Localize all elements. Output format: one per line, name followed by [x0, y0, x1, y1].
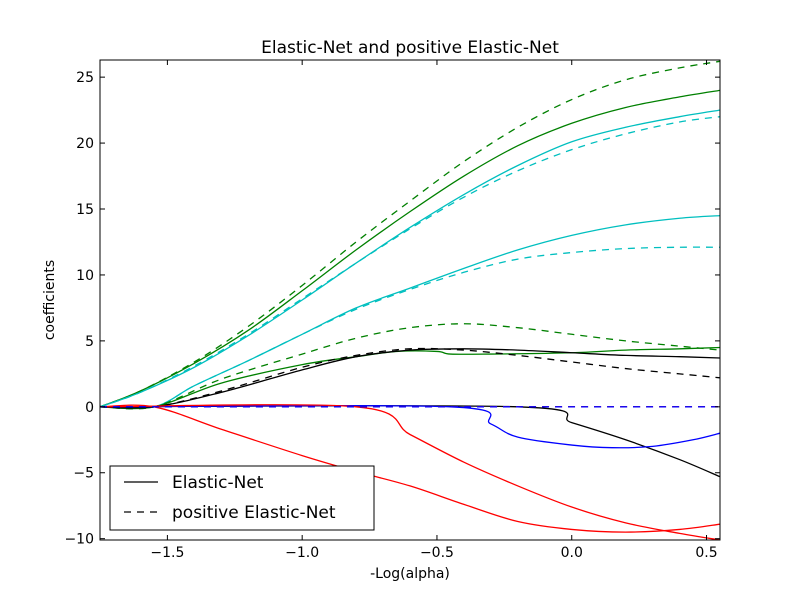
- x-axis-label: -Log(alpha): [370, 566, 450, 582]
- x-tick-label: 0.5: [695, 545, 717, 561]
- series-layer: [100, 60, 720, 540]
- y-tick-label: −10: [64, 532, 94, 548]
- legend-label-elastic-net: Elastic-Net: [172, 473, 264, 493]
- series-line-6: [100, 346, 720, 410]
- series-line-13: [100, 404, 720, 540]
- chart-title: Elastic-Net and positive Elastic-Net: [261, 38, 559, 58]
- x-tick-label: −1.0: [285, 545, 319, 561]
- y-tick-label: 0: [85, 400, 94, 416]
- series-line-1: [100, 60, 720, 408]
- series-line-4: [100, 214, 720, 410]
- y-tick-label: 15: [76, 202, 94, 218]
- plot-area: −1.5 −1.0 −0.5 0.0 0.5 −10 −5 0 5 10 15 20 25: [64, 59, 721, 561]
- legend-box: [109, 465, 375, 531]
- series-line-8: [100, 348, 720, 409]
- x-tick-label: −0.5: [420, 545, 454, 561]
- x-tick-label: −1.5: [150, 545, 184, 561]
- axes-frame: [99, 59, 721, 541]
- tick-layer: −1.5 −1.0 −0.5 0.0 0.5 −10 −5 0 5 10 15 20 25: [64, 60, 720, 561]
- x-tick-label: 0.0: [561, 545, 583, 561]
- legend-label-positive-elastic-net: positive Elastic-Net: [172, 503, 336, 523]
- axes-background: [100, 60, 720, 540]
- y-tick-label: 10: [76, 268, 94, 284]
- series-line-7: [100, 323, 720, 410]
- y-axis-label: coefficients: [42, 260, 58, 340]
- legend: Elastic-Net positive Elastic-Net: [109, 465, 375, 531]
- series-line-11: [100, 404, 720, 449]
- series-line-9: [100, 347, 720, 409]
- series-line-0: [100, 89, 720, 408]
- series-line-12: [100, 404, 720, 533]
- y-tick-label: 5: [85, 334, 94, 350]
- y-tick-label: 20: [76, 136, 94, 152]
- y-tick-label: −5: [73, 466, 94, 482]
- y-tick-label: 25: [76, 70, 94, 86]
- series-line-2: [100, 109, 720, 408]
